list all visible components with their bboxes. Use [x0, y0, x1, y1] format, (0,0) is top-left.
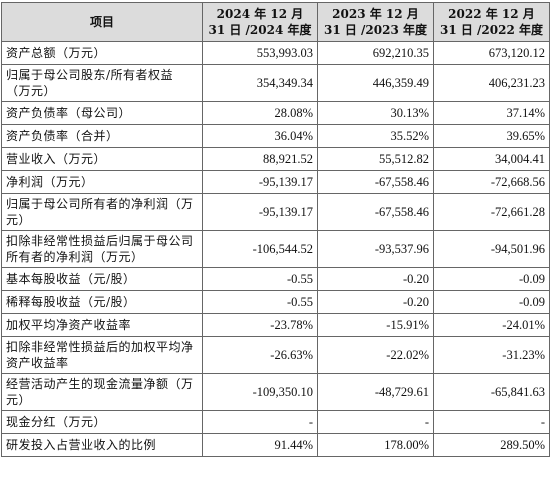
value-2022: 406,231.23: [433, 64, 550, 102]
value-2024: -109,350.10: [202, 373, 318, 411]
value-2022: -72,668.56: [433, 170, 550, 194]
value-2024: 88,921.52: [202, 147, 318, 171]
value-2023: -: [317, 410, 434, 434]
row-label: 加权平均净资产收益率: [1, 313, 203, 337]
table-row: 资产负债率（合并） 36.04% 35.52% 39.65%: [1, 124, 550, 148]
row-label: 扣除非经常性损益后的加权平均净资产收益率: [1, 336, 203, 374]
value-2024: 91.44%: [202, 433, 318, 457]
row-label: 稀释每股收益（元/股）: [1, 290, 203, 314]
table-row: 稀释每股收益（元/股） -0.55 -0.20 -0.09: [1, 290, 550, 314]
value-2022: 37.14%: [433, 101, 550, 125]
table-row: 资产总额（万元） 553,993.03 692,210.35 673,120.1…: [1, 41, 550, 65]
table-row: 扣除非经常性损益后归属于母公司所有者的净利润（万元） -106,544.52 -…: [1, 230, 550, 268]
value-2024: -26.63%: [202, 336, 318, 374]
row-label: 净利润（万元）: [1, 170, 203, 194]
row-label: 资产负债率（母公司）: [1, 101, 203, 125]
value-2024: 28.08%: [202, 101, 318, 125]
row-label: 资产总额（万元）: [1, 41, 203, 65]
value-2024: 354,349.34: [202, 64, 318, 102]
value-2022: 289.50%: [433, 433, 550, 457]
value-2023: 35.52%: [317, 124, 434, 148]
table-row: 扣除非经常性损益后的加权平均净资产收益率 -26.63% -22.02% -31…: [1, 336, 550, 374]
row-label: 营业收入（万元）: [1, 147, 203, 171]
value-2022: -24.01%: [433, 313, 550, 337]
value-2024: -95,139.17: [202, 170, 318, 194]
value-2023: -0.20: [317, 290, 434, 314]
value-2023: -0.20: [317, 267, 434, 291]
value-2022: -0.09: [433, 290, 550, 314]
value-2022: -65,841.63: [433, 373, 550, 411]
value-2024: -0.55: [202, 267, 318, 291]
value-2024: -106,544.52: [202, 230, 318, 268]
value-2022: -31.23%: [433, 336, 550, 374]
row-label: 基本每股收益（元/股）: [1, 267, 203, 291]
value-2022: -: [433, 410, 550, 434]
header-item: 项目: [1, 2, 203, 42]
value-2024: -: [202, 410, 318, 434]
value-2022: -94,501.96: [433, 230, 550, 268]
value-2023: -67,558.46: [317, 170, 434, 194]
header-2024: 2024 年 12 月 31 日 /2024 年度: [202, 2, 318, 42]
value-2023: 55,512.82: [317, 147, 434, 171]
value-2024: -95,139.17: [202, 193, 318, 231]
table-row: 现金分红（万元） - - -: [1, 410, 550, 434]
table-row: 经营活动产生的现金流量净额（万元） -109,350.10 -48,729.61…: [1, 373, 550, 411]
row-label: 现金分红（万元）: [1, 410, 203, 434]
value-2022: 34,004.41: [433, 147, 550, 171]
value-2023: 446,359.49: [317, 64, 434, 102]
table-header-row: 项目 2024 年 12 月 31 日 /2024 年度 2023 年 12 月…: [1, 2, 550, 42]
table-row: 基本每股收益（元/股） -0.55 -0.20 -0.09: [1, 267, 550, 291]
row-label: 研发投入占营业收入的比例: [1, 433, 203, 457]
value-2024: -23.78%: [202, 313, 318, 337]
value-2023: -48,729.61: [317, 373, 434, 411]
table-row: 资产负债率（母公司） 28.08% 30.13% 37.14%: [1, 101, 550, 125]
header-2022: 2022 年 12 月 31 日 /2022 年度: [433, 2, 550, 42]
value-2024: 553,993.03: [202, 41, 318, 65]
value-2023: 692,210.35: [317, 41, 434, 65]
value-2024: 36.04%: [202, 124, 318, 148]
row-label: 扣除非经常性损益后归属于母公司所有者的净利润（万元）: [1, 230, 203, 268]
table-row: 归属于母公司所有者的净利润（万元） -95,139.17 -67,558.46 …: [1, 193, 550, 231]
header-2023: 2023 年 12 月 31 日 /2023 年度: [317, 2, 434, 42]
financial-table-container: 项目 2024 年 12 月 31 日 /2024 年度 2023 年 12 月…: [1, 2, 550, 457]
value-2023: -15.91%: [317, 313, 434, 337]
value-2023: -93,537.96: [317, 230, 434, 268]
row-label: 资产负债率（合并）: [1, 124, 203, 148]
table-row: 净利润（万元） -95,139.17 -67,558.46 -72,668.56: [1, 170, 550, 194]
value-2022: -0.09: [433, 267, 550, 291]
table-row: 营业收入（万元） 88,921.52 55,512.82 34,004.41: [1, 147, 550, 171]
table-row: 研发投入占营业收入的比例 91.44% 178.00% 289.50%: [1, 433, 550, 457]
financial-data-table: 项目 2024 年 12 月 31 日 /2024 年度 2023 年 12 月…: [1, 2, 550, 457]
table-row: 归属于母公司股东/所有者权益（万元） 354,349.34 446,359.49…: [1, 64, 550, 102]
value-2024: -0.55: [202, 290, 318, 314]
value-2023: 178.00%: [317, 433, 434, 457]
value-2022: 39.65%: [433, 124, 550, 148]
row-label: 归属于母公司所有者的净利润（万元）: [1, 193, 203, 231]
value-2022: 673,120.12: [433, 41, 550, 65]
row-label: 归属于母公司股东/所有者权益（万元）: [1, 64, 203, 102]
row-label: 经营活动产生的现金流量净额（万元）: [1, 373, 203, 411]
value-2023: 30.13%: [317, 101, 434, 125]
value-2023: -67,558.46: [317, 193, 434, 231]
value-2023: -22.02%: [317, 336, 434, 374]
value-2022: -72,661.28: [433, 193, 550, 231]
table-row: 加权平均净资产收益率 -23.78% -15.91% -24.01%: [1, 313, 550, 337]
